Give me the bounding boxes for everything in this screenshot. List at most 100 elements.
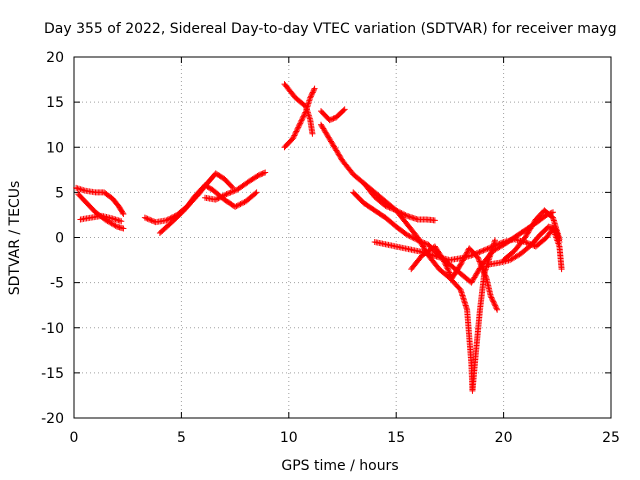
- data-point: [234, 202, 241, 209]
- data-point: [477, 259, 484, 266]
- data-point: [298, 117, 305, 124]
- data-point: [441, 259, 448, 266]
- data-point: [309, 130, 316, 137]
- data-point: [144, 215, 151, 222]
- data-point: [477, 261, 484, 268]
- data-point: [214, 195, 221, 202]
- data-point: [495, 241, 502, 248]
- data-point: [459, 257, 466, 264]
- data-point: [224, 190, 231, 197]
- data-point: [409, 234, 416, 241]
- data-point: [145, 216, 152, 223]
- data-point: [499, 239, 506, 246]
- data-point: [257, 171, 264, 178]
- data-point: [459, 258, 466, 265]
- data-point: [550, 209, 557, 216]
- data-point: [385, 204, 392, 211]
- data-point: [227, 189, 234, 196]
- data-point: [556, 236, 563, 243]
- y-tick-label: 5: [55, 185, 64, 201]
- data-point: [390, 206, 397, 213]
- data-point: [457, 261, 464, 268]
- x-axis-ticks: 0 5 10 15 20 25: [70, 57, 620, 446]
- data-point: [523, 239, 530, 246]
- data-point: [475, 257, 482, 264]
- data-point: [410, 235, 417, 242]
- data-point: [478, 264, 485, 271]
- data-point: [489, 295, 496, 302]
- series-track-j: [318, 121, 438, 224]
- x-tick-label: 25: [602, 430, 620, 446]
- data-point: [292, 131, 299, 138]
- data-point: [386, 204, 393, 211]
- series-track-b: [75, 191, 127, 232]
- data-point: [262, 169, 269, 176]
- data-point: [483, 246, 490, 253]
- data-point: [233, 203, 240, 210]
- data-point: [446, 269, 453, 276]
- data-point: [492, 303, 499, 310]
- data-point: [474, 254, 481, 261]
- data-point: [484, 245, 491, 252]
- data-point: [259, 170, 266, 177]
- data-point: [330, 115, 337, 122]
- data-point: [141, 214, 148, 221]
- data-point: [258, 171, 265, 178]
- data-point: [310, 86, 317, 93]
- data-point: [445, 266, 452, 273]
- x-axis-label: GPS time / hours: [281, 458, 398, 474]
- data-point: [166, 215, 173, 222]
- data-point: [293, 127, 300, 134]
- data-point: [220, 192, 227, 199]
- data-point: [302, 109, 309, 116]
- data-point: [382, 202, 389, 209]
- data-point: [293, 128, 300, 135]
- x-tick-label: 15: [387, 430, 405, 446]
- data-point: [309, 89, 316, 96]
- data-point: [301, 110, 308, 117]
- data-point: [226, 190, 233, 197]
- x-tick-label: 0: [70, 430, 79, 446]
- data-point: [147, 216, 154, 223]
- series-track-p: [500, 207, 563, 264]
- data-point: [223, 191, 230, 198]
- data-point: [228, 188, 235, 195]
- series-track-e: [156, 182, 260, 236]
- data-point: [481, 270, 488, 277]
- data-point: [480, 268, 487, 275]
- data-point: [232, 203, 239, 210]
- data-point: [431, 217, 438, 224]
- data-point: [231, 187, 238, 194]
- data-point: [311, 85, 318, 92]
- data-point: [308, 92, 315, 99]
- data-point: [295, 123, 302, 130]
- data-point: [299, 114, 306, 121]
- data-point: [479, 248, 486, 255]
- data-point: [230, 188, 237, 195]
- data-point: [297, 118, 304, 125]
- data-point: [406, 233, 413, 240]
- data-point: [485, 245, 492, 252]
- y-tick-label: -10: [41, 321, 64, 337]
- data-point: [119, 209, 126, 216]
- data-point: [496, 240, 503, 247]
- data-point: [260, 170, 267, 177]
- series-track-h: [281, 85, 318, 151]
- grid: [74, 57, 611, 418]
- data-point: [481, 269, 488, 276]
- data-point: [487, 244, 494, 251]
- data-point: [401, 211, 408, 218]
- data-point: [444, 265, 451, 272]
- data-point: [163, 217, 170, 224]
- data-point: [405, 232, 412, 239]
- data-point: [439, 255, 446, 262]
- data-point: [458, 260, 465, 267]
- series-track-i: [318, 106, 348, 124]
- data-point: [482, 273, 489, 280]
- data-point: [493, 305, 500, 312]
- y-tick-label: 10: [46, 140, 64, 156]
- data-point: [488, 244, 495, 251]
- y-tick-label: -20: [41, 411, 64, 427]
- data-point: [294, 125, 301, 132]
- data-point: [120, 211, 127, 218]
